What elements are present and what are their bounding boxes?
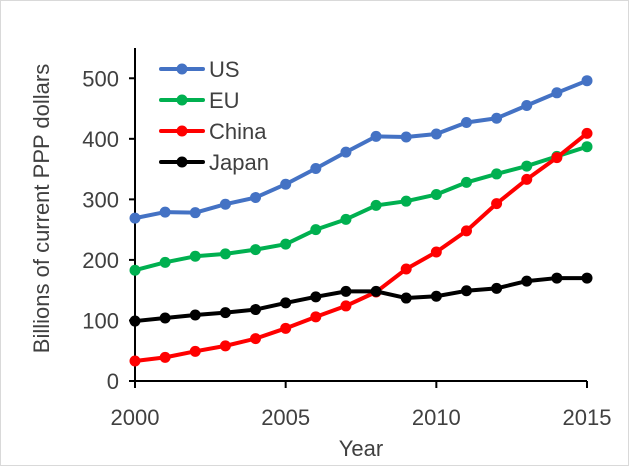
data-point-japan (129, 315, 141, 327)
legend-label: US (209, 57, 240, 82)
legend-label: Japan (209, 150, 269, 175)
series-line-japan (133, 276, 589, 324)
data-point-us (460, 116, 472, 128)
legend-swatch-marker (176, 94, 188, 106)
series-eu (129, 141, 593, 276)
data-point-us (129, 212, 141, 224)
data-point-china (460, 225, 472, 237)
data-point-eu (219, 248, 231, 260)
data-point-china (280, 322, 292, 334)
data-point-china (430, 246, 442, 258)
legend: US EU China Japan (159, 57, 269, 175)
x-tick-label: 2015 (563, 405, 612, 430)
data-point-us (430, 128, 442, 140)
y-axis-title: Billions of current PPP dollars (29, 64, 54, 353)
x-tick-label: 2010 (412, 405, 461, 430)
y-tick-label: 0 (107, 369, 119, 394)
data-point-eu (370, 199, 382, 211)
data-point-us (250, 192, 262, 204)
legend-label: EU (209, 88, 240, 113)
data-point-china (521, 173, 533, 185)
data-point-china (310, 311, 322, 323)
data-point-us (400, 131, 412, 143)
data-point-china (581, 127, 593, 139)
data-point-china (250, 333, 262, 345)
legend-item-china: China (159, 119, 267, 144)
data-point-us (551, 87, 563, 99)
data-point-japan (250, 304, 262, 316)
data-point-us (521, 100, 533, 112)
axes: 0 100 200 300 400 500 2000 2005 2010 2015 (82, 48, 611, 430)
series-japan (129, 272, 593, 327)
series-line-china (133, 131, 589, 364)
x-axis-title: Year (339, 436, 383, 461)
data-point-japan (491, 282, 503, 294)
legend-swatch-marker (176, 156, 188, 168)
legend-swatch-marker (176, 125, 188, 137)
data-point-japan (159, 312, 171, 324)
data-point-japan (219, 307, 231, 319)
x-tick-label: 2005 (261, 405, 310, 430)
data-point-eu (430, 189, 442, 201)
data-point-eu (250, 244, 262, 256)
y-tick-label: 400 (82, 127, 119, 152)
data-point-japan (551, 272, 563, 284)
data-point-japan (280, 297, 292, 309)
data-point-us (340, 146, 352, 158)
data-point-us (581, 75, 593, 87)
legend-item-eu: EU (159, 88, 240, 113)
data-point-japan (340, 285, 352, 297)
data-point-japan (430, 290, 442, 302)
series-line-us (133, 78, 589, 221)
data-point-eu (340, 213, 352, 225)
series-us (129, 75, 593, 224)
y-tick-label: 200 (82, 248, 119, 273)
data-point-eu (491, 168, 503, 180)
data-point-china (189, 345, 201, 357)
data-point-us (280, 178, 292, 190)
legend-item-japan: Japan (159, 150, 269, 175)
data-point-china (219, 340, 231, 352)
data-point-eu (521, 160, 533, 172)
data-point-eu (581, 141, 593, 153)
data-point-japan (370, 285, 382, 297)
data-point-china (551, 152, 563, 164)
data-point-china (491, 198, 503, 210)
legend-item-us: US (159, 57, 240, 82)
data-point-us (370, 130, 382, 142)
data-point-eu (189, 250, 201, 262)
data-point-china (159, 351, 171, 363)
data-point-eu (159, 256, 171, 268)
data-point-eu (310, 224, 322, 236)
legend-label: China (209, 119, 267, 144)
data-point-eu (460, 176, 472, 188)
series-layer (129, 75, 593, 367)
data-point-china (400, 263, 412, 275)
data-point-china (340, 300, 352, 312)
data-point-japan (460, 285, 472, 297)
series-line-eu (133, 144, 589, 273)
data-point-eu (280, 238, 292, 250)
data-point-eu (129, 264, 141, 276)
data-point-japan (189, 309, 201, 321)
data-point-japan (400, 292, 412, 304)
data-point-japan (581, 272, 593, 284)
data-point-china (129, 355, 141, 367)
x-tick-label: 2000 (111, 405, 160, 430)
data-point-eu (400, 195, 412, 207)
y-tick-label: 300 (82, 187, 119, 212)
y-tick-label: 500 (82, 66, 119, 91)
data-point-us (491, 112, 503, 124)
data-point-us (159, 206, 171, 218)
y-tick-label: 100 (82, 308, 119, 333)
data-point-japan (521, 275, 533, 287)
data-point-us (189, 207, 201, 219)
legend-swatch-marker (176, 63, 188, 75)
data-point-us (219, 198, 231, 210)
data-point-japan (310, 291, 322, 303)
data-point-us (310, 162, 322, 174)
